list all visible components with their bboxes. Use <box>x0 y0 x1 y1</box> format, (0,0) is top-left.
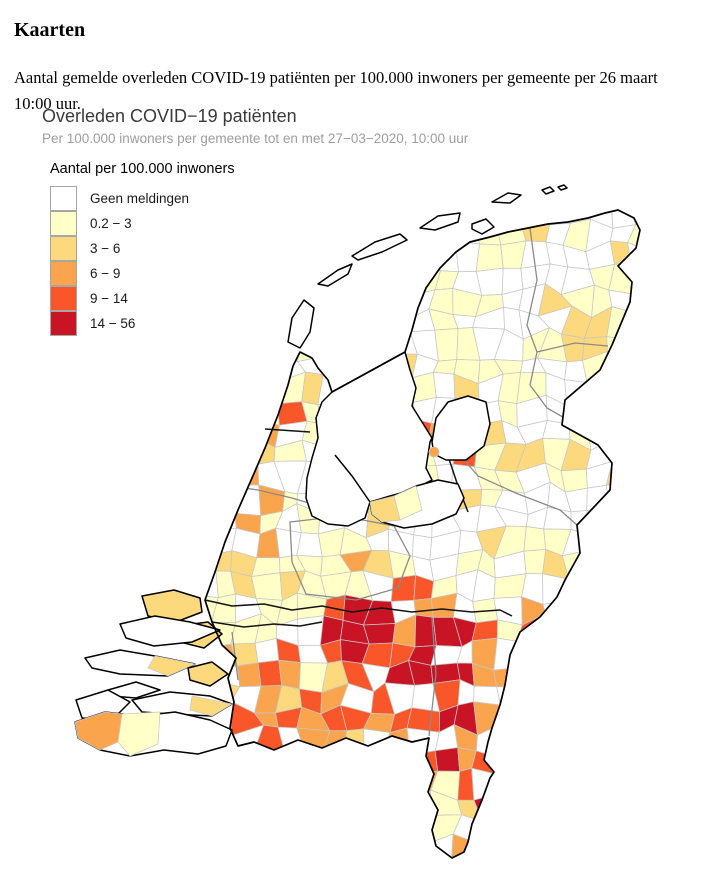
legend-swatch <box>50 210 77 236</box>
legend-item: 14 − 56 <box>50 310 235 336</box>
legend-item: 3 − 6 <box>50 235 235 261</box>
legend-title: Aantal per 100.000 inwoners <box>50 161 235 177</box>
page-title: Kaarten <box>14 19 86 42</box>
legend-swatch <box>50 285 77 311</box>
legend-swatch <box>50 185 77 211</box>
legend-item: 0.2 − 3 <box>50 210 235 236</box>
legend-label: 14 − 56 <box>90 316 136 331</box>
map-legend: Aantal per 100.000 inwoners Geen melding… <box>50 161 235 336</box>
legend-label: Geen meldingen <box>90 191 190 206</box>
legend-swatch <box>50 310 77 336</box>
legend-label: 0.2 − 3 <box>90 216 132 231</box>
legend-item: 6 − 9 <box>50 260 235 286</box>
chart-subtitle: Per 100.000 inwoners per gemeente tot en… <box>42 131 469 146</box>
netherlands-choropleth-map <box>74 184 641 859</box>
intro-paragraph: Aantal gemelde overleden COVID-19 patiën… <box>14 67 658 113</box>
legend-swatch <box>50 260 77 286</box>
legend-swatch <box>50 235 77 261</box>
legend-item: Geen meldingen <box>50 185 235 211</box>
legend-label: 6 − 9 <box>90 266 121 281</box>
legend-item: 9 − 14 <box>50 285 235 311</box>
legend-label: 3 − 6 <box>90 241 121 256</box>
legend-label: 9 − 14 <box>90 291 128 306</box>
chart-title: Overleden COVID−19 patiënten <box>42 106 297 126</box>
